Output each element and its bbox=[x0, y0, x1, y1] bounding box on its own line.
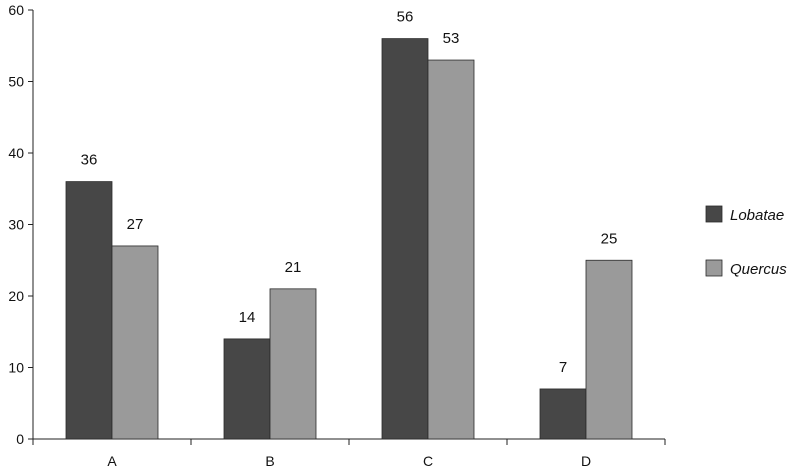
data-label: 56 bbox=[397, 9, 414, 26]
legend-swatch bbox=[705, 205, 723, 223]
bar-lobatae-a bbox=[65, 181, 113, 440]
bars bbox=[65, 38, 633, 440]
bar-lobatae-c bbox=[381, 38, 429, 440]
x-tick-label: A bbox=[107, 453, 117, 469]
y-tick-label: 20 bbox=[8, 288, 24, 304]
x-tick-label: B bbox=[265, 453, 274, 469]
data-label: 25 bbox=[601, 230, 618, 247]
y-tick-label: 0 bbox=[16, 431, 24, 447]
data-label: 7 bbox=[559, 359, 567, 376]
legend-swatch bbox=[705, 259, 723, 277]
bar-quercus-a bbox=[111, 245, 159, 440]
bar-quercus-c bbox=[427, 59, 475, 440]
bar-lobatae-d bbox=[539, 388, 587, 440]
bar-quercus-d bbox=[585, 259, 633, 440]
legend: Lobatae Quercus bbox=[705, 205, 787, 278]
data-label: 14 bbox=[239, 309, 256, 326]
y-tick-label: 30 bbox=[8, 217, 24, 233]
bar-quercus-b bbox=[269, 288, 317, 440]
x-tick-label: D bbox=[581, 453, 591, 469]
x-tick-label: C bbox=[423, 453, 433, 469]
data-label: 21 bbox=[285, 259, 302, 276]
data-label: 27 bbox=[127, 216, 144, 233]
y-tick-label: 50 bbox=[8, 74, 24, 90]
data-label: 53 bbox=[443, 30, 460, 47]
y-tick-label: 40 bbox=[8, 145, 24, 161]
legend-label: Lobatae bbox=[730, 207, 784, 224]
y-tick-label: 60 bbox=[8, 2, 24, 18]
y-tick-label: 10 bbox=[8, 360, 24, 376]
data-labels: 36 14 56 7 27 21 53 25 bbox=[81, 9, 618, 376]
data-label: 36 bbox=[81, 152, 98, 169]
legend-label: Quercus bbox=[730, 261, 787, 278]
bar-lobatae-b bbox=[223, 338, 271, 440]
